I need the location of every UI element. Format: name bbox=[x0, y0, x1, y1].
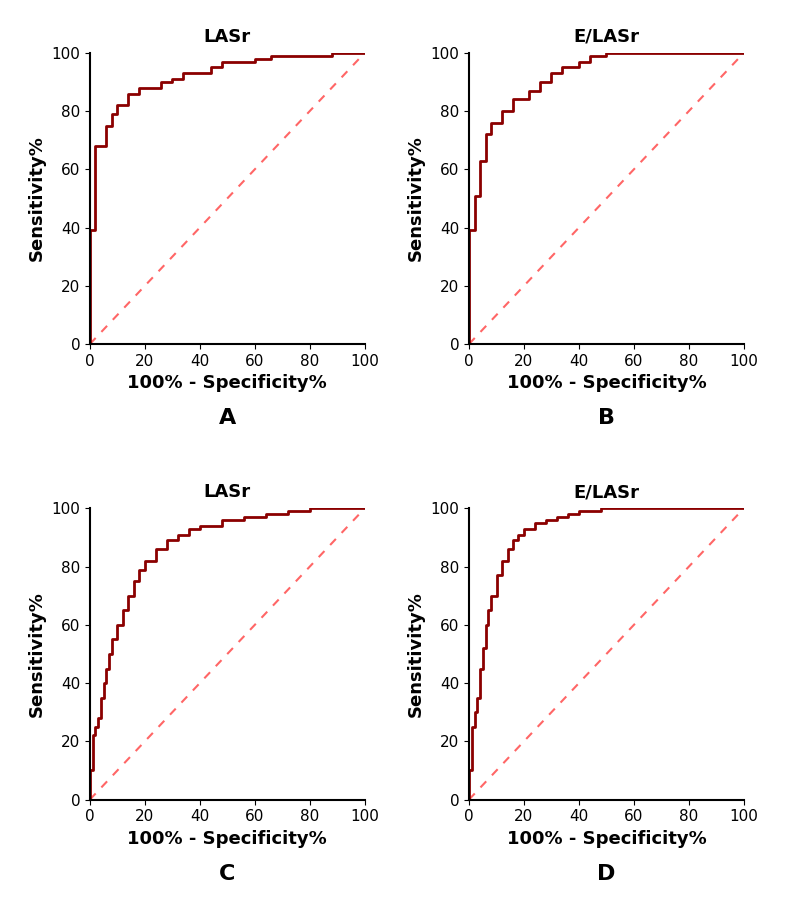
Text: C: C bbox=[219, 864, 236, 884]
Title: LASr: LASr bbox=[204, 483, 251, 501]
X-axis label: 100% - Specificity%: 100% - Specificity% bbox=[127, 830, 327, 848]
Title: E/LASr: E/LASr bbox=[574, 483, 640, 501]
Title: E/LASr: E/LASr bbox=[574, 28, 640, 46]
Y-axis label: Sensitivity%: Sensitivity% bbox=[28, 136, 46, 262]
Text: D: D bbox=[597, 864, 615, 884]
Y-axis label: Sensitivity%: Sensitivity% bbox=[407, 136, 425, 262]
X-axis label: 100% - Specificity%: 100% - Specificity% bbox=[506, 375, 707, 392]
Text: A: A bbox=[219, 409, 236, 428]
X-axis label: 100% - Specificity%: 100% - Specificity% bbox=[127, 375, 327, 392]
X-axis label: 100% - Specificity%: 100% - Specificity% bbox=[506, 830, 707, 848]
Text: B: B bbox=[598, 409, 615, 428]
Y-axis label: Sensitivity%: Sensitivity% bbox=[407, 591, 425, 717]
Title: LASr: LASr bbox=[204, 28, 251, 46]
Y-axis label: Sensitivity%: Sensitivity% bbox=[28, 591, 46, 717]
